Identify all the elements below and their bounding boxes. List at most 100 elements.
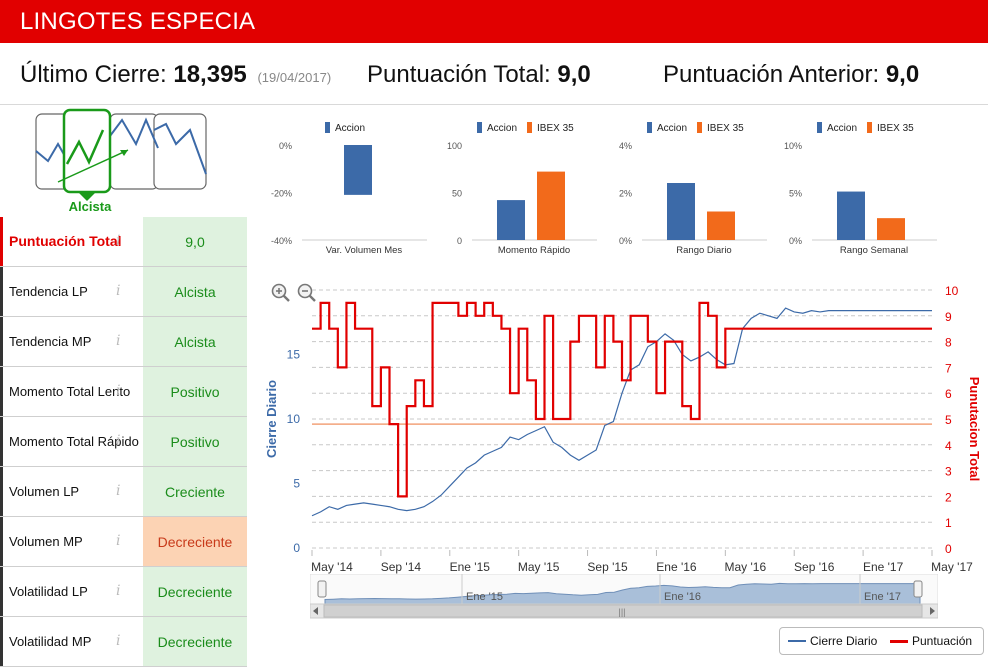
legend-swatch [697, 122, 702, 133]
mini-chart-title: Rango Semanal [840, 245, 908, 256]
info-icon[interactable]: i [116, 283, 121, 299]
scroll-right-arrow-icon[interactable] [930, 607, 935, 615]
x-tick-label: May '15 [518, 560, 560, 574]
indicator-row: Volumen MP i Decreciente [0, 517, 247, 567]
bar-accion[interactable] [344, 145, 372, 195]
indicator-value: Positivo [143, 417, 247, 466]
y-right-tick-label: 8 [945, 336, 952, 350]
y-left-tick-label: 0 [293, 541, 300, 555]
info-icon[interactable]: i [116, 583, 121, 599]
info-icon[interactable]: i [116, 533, 121, 549]
y-left-tick-label: 15 [287, 348, 301, 362]
legend-item-price[interactable]: Cierre Diario [788, 634, 877, 648]
mini-chart-title: Momento Rápido [498, 245, 570, 256]
navigator-right-handle[interactable] [913, 580, 923, 598]
previous-score-label: Puntuación Anterior: [663, 61, 880, 88]
y-right-tick-label: 5 [945, 413, 952, 427]
info-icon[interactable]: i [116, 383, 121, 399]
previous-score: Puntuación Anterior: 9,0 [663, 61, 919, 89]
y-right-tick-label: 3 [945, 465, 952, 479]
legend-swatch [647, 122, 652, 133]
bar-accion[interactable] [837, 191, 865, 240]
y-tick-label: 0 [457, 236, 462, 246]
y-tick-label: -20% [271, 189, 292, 199]
legend-label: IBEX 35 [707, 123, 744, 134]
range-navigator[interactable]: Ene '15 Ene '16 Ene '17 ||| [310, 574, 938, 620]
bar-ibex-35[interactable] [877, 218, 905, 240]
legend-swatch [477, 122, 482, 133]
zoom-in-icon[interactable] [271, 283, 291, 303]
bar-ibex-35[interactable] [537, 171, 565, 240]
indicator-value: Alcista [143, 267, 247, 316]
legend-score-swatch [890, 639, 908, 643]
scrollbar-grip-icon: ||| [618, 607, 625, 617]
legend-price-label: Cierre Diario [810, 634, 878, 648]
navigator-tick-label: Ene '17 [864, 591, 901, 603]
app-header: LINGOTES ESPECIA [0, 0, 988, 43]
series-line-puntuacion[interactable] [312, 301, 932, 498]
trend-flat-line [109, 117, 159, 149]
indicator-value: Creciente [143, 467, 247, 516]
navigator-area [324, 582, 921, 605]
chart-legend: Cierre Diario Puntuación [779, 627, 984, 655]
trend-label: Alcista [69, 199, 112, 214]
trend-down-line [35, 142, 67, 163]
y-tick-label: 5% [789, 189, 802, 199]
x-tick-label: May '14 [311, 560, 353, 574]
indicator-value: Decreciente [143, 617, 247, 666]
y-tick-label: -40% [271, 236, 292, 246]
x-tick-label: Ene '16 [656, 560, 697, 574]
trend-arrow-head [120, 150, 128, 156]
x-tick-label: May '17 [931, 560, 973, 574]
info-icon[interactable]: i [116, 333, 121, 349]
indicator-row: Volatilidad LP i Decreciente [0, 567, 247, 617]
trend-cards-graphic: Alcista [35, 108, 207, 214]
y-tick-label: 10% [784, 141, 802, 151]
page-title: LINGOTES ESPECIA [20, 8, 256, 35]
scrollbar-thumb[interactable] [323, 604, 923, 618]
indicator-value: Alcista [143, 317, 247, 366]
legend-item-score[interactable]: Puntuación [890, 634, 972, 648]
indicator-row: Momento Total Lento i Positivo [0, 367, 247, 417]
scroll-left-arrow-icon[interactable] [313, 607, 318, 615]
zoom-out-icon[interactable] [297, 283, 317, 303]
bar-accion[interactable] [497, 200, 525, 240]
bar-ibex-35[interactable] [707, 211, 735, 241]
navigator-left-handle[interactable] [317, 580, 327, 598]
indicator-value: Decreciente [143, 567, 247, 616]
trend-pointer-icon [78, 192, 96, 201]
price-score-chart[interactable]: 0 1 2 3 4 5 6 7 8 9 10 0 5 10 15 May '14 Sep '14 Ene '15 M… [262, 270, 988, 620]
info-icon[interactable]: i [116, 433, 121, 449]
y-left-tick-label: 5 [293, 477, 300, 491]
bar-accion[interactable] [667, 183, 695, 240]
info-icon[interactable]: i [116, 483, 121, 499]
navigator-tick-label: Ene '15 [466, 591, 503, 603]
indicator-name: Volumen LP [0, 467, 143, 516]
summary-bar: Último Cierre: 18,395 (19/04/2017) Puntu… [0, 43, 988, 105]
navigator-tick-label: Ene '16 [664, 591, 701, 603]
trend-side-line [153, 122, 207, 175]
indicator-row: Momento Total Rápido i Positivo [0, 417, 247, 467]
indicator-value: 9,0 [143, 217, 247, 266]
indicator-name: Tendencia MP [0, 317, 143, 366]
y-axis-left-title: Cierre Diario [264, 380, 279, 458]
y-tick-label: 0% [789, 236, 802, 246]
last-close-date: (19/04/2017) [257, 70, 332, 85]
total-score-value: 9,0 [557, 61, 591, 88]
info-icon[interactable]: i [116, 233, 121, 249]
indicator-row: Volumen LP i Creciente [0, 467, 247, 517]
indicator-name: Momento Total Lento [0, 367, 143, 416]
y-tick-label: 100 [447, 141, 462, 151]
series-line-cierre-diario[interactable] [311, 307, 932, 517]
x-tick-label: May '16 [725, 560, 767, 574]
info-icon[interactable]: i [116, 633, 121, 649]
mini-chart-title: Rango Diario [676, 245, 731, 256]
mini-chart-3: Accion IBEX 35 4% 2% 0% Rango Diario [619, 122, 767, 256]
y-right-tick-label: 7 [945, 361, 952, 375]
y-right-tick-label: 1 [945, 516, 952, 530]
y-right-tick-label: 4 [945, 439, 952, 453]
mini-chart-title: Var. Volumen Mes [326, 245, 403, 256]
indicator-row: Volatilidad MP i Decreciente [0, 617, 247, 667]
indicator-name: Tendencia LP [0, 267, 143, 316]
y-right-tick-label: 0 [945, 542, 952, 556]
